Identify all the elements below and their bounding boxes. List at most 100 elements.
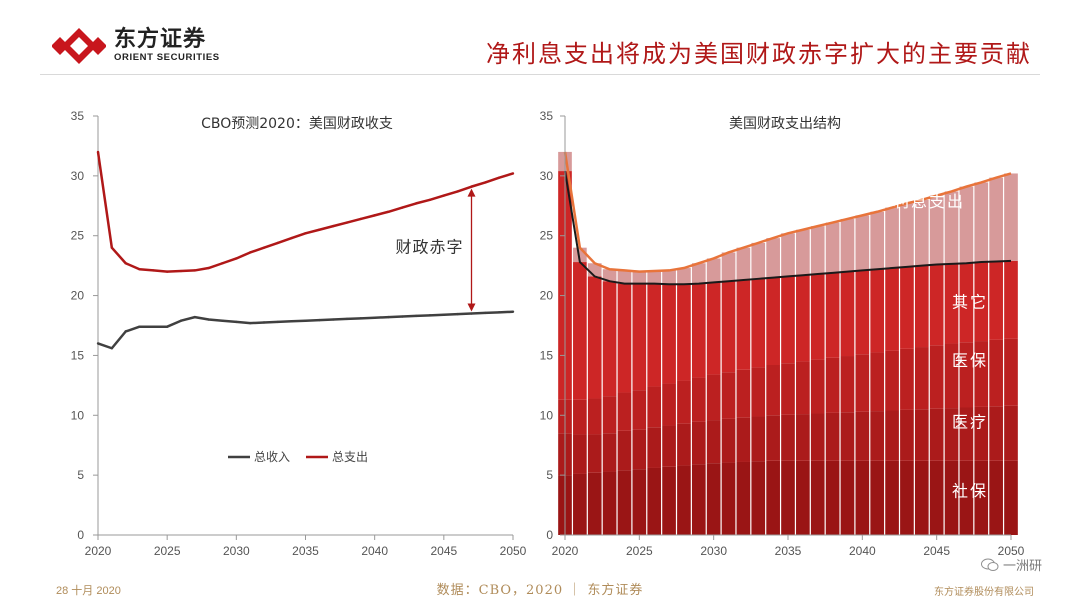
data-point-outlays <box>248 251 252 254</box>
x-tick-label: 2025 <box>626 544 653 558</box>
bar-segment-healthcare <box>885 410 899 461</box>
bar-segment-healthcare <box>810 413 825 461</box>
bar-segment-medicare <box>959 342 974 408</box>
data-point-outlays <box>470 185 473 188</box>
bar-segment-other <box>840 271 855 357</box>
bar-segment-social-security <box>885 460 899 535</box>
bar-segment-medicare <box>989 339 1003 407</box>
bar-segment-net-interest <box>974 182 989 263</box>
bar-segment-medicare <box>870 352 885 412</box>
x-tick-label: 2030 <box>223 544 250 558</box>
bar-segment-social-security <box>781 460 795 535</box>
bar-segment-social-security <box>706 463 721 535</box>
band-label: 医保 <box>952 351 988 370</box>
bar-segment-medicare <box>587 398 602 435</box>
data-point-outlays <box>110 246 114 249</box>
bar-segment-social-security <box>974 460 989 535</box>
bar-segment-healthcare <box>1004 405 1018 461</box>
y-tick-label: 15 <box>540 348 554 362</box>
bar-segment-net-interest <box>840 218 855 272</box>
bar-segment-social-security <box>573 473 587 535</box>
x-tick-label: 2040 <box>849 544 876 558</box>
deficit-annotation: 财政赤字 <box>395 238 463 257</box>
bar-segment-net-interest <box>929 195 944 265</box>
data-point-revenue <box>484 311 487 315</box>
data-point-revenue <box>221 319 224 322</box>
bar-segment-other <box>929 264 944 346</box>
data-point-outlays <box>96 150 100 154</box>
data-point-outlays <box>318 228 321 231</box>
data-point-revenue <box>165 325 169 328</box>
y-tick-label: 5 <box>77 468 84 482</box>
bar-segment-other <box>1004 260 1018 339</box>
data-point-outlays <box>124 262 127 265</box>
bar-segment-social-security <box>766 460 780 535</box>
x-tick-label: 2020 <box>552 544 579 558</box>
chat-bubble-icon <box>980 558 999 571</box>
bar-segment-social-security <box>587 472 602 535</box>
bar-segment-medicare <box>929 345 944 409</box>
data-point-revenue <box>179 319 183 322</box>
bar-segment-medicare <box>602 396 617 434</box>
data-point-outlays <box>511 172 515 175</box>
data-point-revenue <box>359 317 363 320</box>
data-point-revenue <box>511 310 515 313</box>
bar-segment-medicare <box>914 347 929 410</box>
bar-segment-medicare <box>900 348 914 410</box>
bar-segment-net-interest <box>602 269 617 282</box>
data-point-outlays <box>456 190 459 193</box>
data-point-outlays <box>428 198 432 201</box>
data-point-outlays <box>179 269 183 273</box>
bar-segment-social-security <box>736 461 751 535</box>
bar-segment-social-security <box>751 461 766 535</box>
y-tick-label: 5 <box>546 468 553 482</box>
bar-segment-net-interest <box>736 247 751 281</box>
bar-segment-other <box>870 269 885 353</box>
data-point-outlays <box>373 214 376 217</box>
data-point-revenue <box>248 321 252 325</box>
band-label: 净利息支出 <box>875 192 965 211</box>
bar-segment-net-interest <box>796 229 810 276</box>
bar-segment-social-security <box>914 460 929 535</box>
data-point-outlays <box>262 246 266 249</box>
data-point-outlays <box>276 241 280 245</box>
data-point-revenue <box>497 311 501 314</box>
bar-segment-net-interest <box>632 271 647 284</box>
bar-segment-social-security <box>1004 460 1018 535</box>
x-tick-label: 2025 <box>154 544 181 558</box>
bar-segment-medicare <box>974 341 989 407</box>
bar-segment-healthcare <box>721 418 736 463</box>
bar-segment-medicare <box>691 377 706 422</box>
bar-segment-medicare <box>781 363 795 415</box>
bar-segment-net-interest <box>647 271 662 284</box>
x-tick-label: 2035 <box>292 544 319 558</box>
page-headline: 净利息支出将成为美国财政赤字扩大的主要贡献 <box>486 40 1032 68</box>
bar-segment-medicare <box>632 390 647 430</box>
bar-segment-medicare <box>647 386 662 428</box>
legend-label-outlays: 总支出 <box>332 450 368 464</box>
data-point-outlays <box>290 236 293 240</box>
band-label: 社保 <box>952 482 988 501</box>
x-tick-label: 2050 <box>998 544 1025 558</box>
bar-segment-net-interest <box>721 252 736 282</box>
data-point-revenue <box>428 314 432 317</box>
bar-segment-social-security <box>677 465 691 535</box>
y-tick-label: 20 <box>71 289 85 303</box>
data-point-revenue <box>262 321 266 324</box>
data-point-revenue <box>470 312 473 315</box>
y-tick-label: 10 <box>540 408 554 422</box>
y-tick-label: 0 <box>546 528 553 542</box>
bar-segment-medicare <box>721 372 736 419</box>
x-tick-label: 2020 <box>85 544 112 558</box>
data-point-outlays <box>414 202 418 205</box>
bar-segment-other <box>677 284 691 381</box>
bar-segment-medicare <box>885 350 899 411</box>
data-point-revenue <box>138 325 141 328</box>
x-tick-label: 2040 <box>361 544 388 558</box>
bar-segment-other <box>825 272 840 358</box>
data-point-outlays <box>331 224 335 228</box>
bar-segment-other <box>573 262 587 400</box>
bar-segment-social-security <box>840 460 855 535</box>
bar-segment-healthcare <box>840 412 855 461</box>
bar-segment-healthcare <box>691 421 706 465</box>
